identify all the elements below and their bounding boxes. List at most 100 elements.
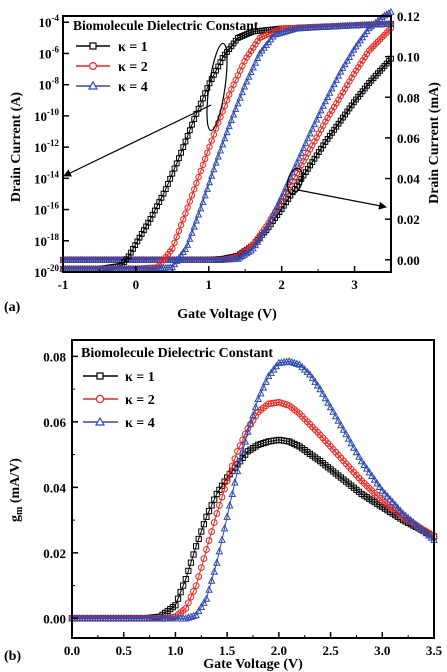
a-linear-k4-marker-116 <box>313 115 321 123</box>
b-k2-marker-59 <box>221 485 228 493</box>
b-k2-marker-44 <box>182 605 190 612</box>
b-k2-marker-57 <box>215 501 223 509</box>
a-ltick-label-7: 10-6 <box>39 44 60 61</box>
b-k2-marker-48 <box>192 582 200 590</box>
a-linear-k4-marker-125 <box>332 75 340 83</box>
a-log-k4-marker-87 <box>249 63 257 71</box>
panel-a-log-series <box>59 19 395 273</box>
a-linear-k4-marker-128 <box>339 63 347 71</box>
a-log-k2-marker-65 <box>201 155 209 163</box>
b-k4-marker-108 <box>347 438 356 447</box>
b-k4-marker-131 <box>406 515 415 524</box>
b-k4-marker-106 <box>342 429 350 438</box>
a-xtick-label-0: -1 <box>58 277 69 292</box>
b-k4-marker-69 <box>246 419 255 427</box>
a-linear-k4-marker-130 <box>343 56 351 64</box>
b-k4-marker-98 <box>321 393 330 402</box>
b-k2-marker-53 <box>205 537 213 544</box>
b-k2-marker-56 <box>213 510 221 517</box>
b-k4-marker-101 <box>329 407 337 415</box>
a-log-k4-marker-83 <box>240 82 249 90</box>
a-log-k1-marker-55 <box>180 144 187 151</box>
a-linear-k4-marker-88 <box>251 241 260 249</box>
b-k4-marker-60 <box>223 512 231 520</box>
b-k1-marker-54 <box>208 502 215 509</box>
b-k4-marker-67 <box>241 437 250 445</box>
b-k2-marker-79 <box>272 399 280 407</box>
b-k4-marker-68 <box>244 427 252 435</box>
b-k2-marker-76 <box>265 400 272 408</box>
b-k4-marker-110 <box>352 447 361 456</box>
panel-b-legend-k1-square-marker <box>96 372 104 380</box>
a-linear-k4-marker-118 <box>317 106 325 114</box>
a-log-k4-marker-89 <box>253 54 262 62</box>
b-k4-marker-72 <box>254 394 262 403</box>
a-log-k1-marker-53 <box>175 155 182 162</box>
a-log-k4-marker-66 <box>203 184 211 192</box>
a-ltick-base: 10 <box>34 140 47 155</box>
b-xtick-label-5: 2.5 <box>322 643 339 658</box>
a-log-k2-marker-100 <box>278 25 285 32</box>
b-xtick-label-0: 0.0 <box>64 643 80 658</box>
b-k4-marker-55 <box>210 567 219 575</box>
a-linear-k4-marker-103 <box>284 178 292 186</box>
a-log-k4-marker-85 <box>245 72 253 80</box>
a-ltick-exp: -16 <box>47 201 59 211</box>
a-log-k4-marker-103 <box>284 26 292 34</box>
a-rtick-label-6: 0.12 <box>397 9 420 24</box>
a-log-k4-marker-57 <box>184 240 192 248</box>
b-k4-marker-133 <box>412 520 420 528</box>
a-log-k1-marker-58 <box>186 127 193 134</box>
a-ltick-label-2: 10-16 <box>34 201 59 218</box>
b-k2-marker-51 <box>200 555 208 562</box>
b-k2-marker-54 <box>208 528 216 535</box>
panel-a-legend-k4-triangle-marker <box>87 80 99 90</box>
b-k4-marker-111 <box>355 452 363 460</box>
b-k4-marker-45 <box>184 613 193 621</box>
a-log-k4-marker-65 <box>201 191 209 199</box>
a-log-k2-marker-64 <box>199 161 207 169</box>
b-k2-marker-50 <box>197 564 205 571</box>
a-linear-k4-marker-92 <box>260 227 268 235</box>
log-axis-arrow <box>63 104 212 177</box>
a-linear-k1-line <box>63 58 392 261</box>
a-ltick-base: 10 <box>39 46 52 61</box>
b-k2-marker-47 <box>190 587 197 595</box>
a-log-k2-marker-52 <box>173 233 180 241</box>
b-k4-marker-63 <box>231 478 239 486</box>
linear-axis-arrow <box>297 189 387 210</box>
panel-b-ylabel: gm (mA/V) <box>8 458 25 522</box>
a-linear-k4-marker-122 <box>326 88 334 96</box>
a-ltick-label-1: 10-18 <box>34 232 59 249</box>
b-k1-marker-43 <box>180 582 187 589</box>
b-k4-marker-104 <box>337 420 345 429</box>
a-ltick-exp: -18 <box>47 232 59 242</box>
a-log-k2-marker-67 <box>206 143 213 150</box>
b-k2-marker-45 <box>184 599 192 607</box>
a-log-k4-marker-79 <box>232 104 240 112</box>
b-k4-marker-95 <box>313 381 322 389</box>
a-rtick-label-1: 0.02 <box>397 212 420 227</box>
a-log-k4-line <box>63 23 392 270</box>
a-log-k2-marker-75 <box>223 97 231 104</box>
b-k4-marker-50 <box>197 602 206 610</box>
panel-a-right-ylabel: Drain Current (mA) <box>427 82 442 204</box>
b-k4-marker-116 <box>368 471 376 480</box>
b-k4-marker-48 <box>192 610 200 619</box>
b-xtick-label-4: 2.0 <box>271 643 287 658</box>
a-xtick-label-2: 1 <box>206 277 213 292</box>
a-log-k4-marker-104 <box>286 26 295 34</box>
panel-b-legend-k2: κ = 2 <box>83 393 155 408</box>
b-k4-marker-138 <box>425 531 433 539</box>
a-xtick-label-4: 3 <box>351 277 358 292</box>
a-log-k1-marker-54 <box>178 149 184 156</box>
a-log-k1-marker-59 <box>189 121 195 128</box>
panel-b-legend-title: Biomolecule Dielectric Constant <box>81 346 273 361</box>
panel-b-series <box>68 356 438 622</box>
a-linear-k4-marker-113 <box>306 129 314 137</box>
a-log-k4-marker-63 <box>197 204 205 212</box>
a-linear-k4-marker-131 <box>345 52 354 60</box>
a-xtick-label-1: 0 <box>133 277 140 292</box>
a-log-k4-marker-84 <box>243 77 251 85</box>
a-log-k4-marker-77 <box>227 116 235 124</box>
